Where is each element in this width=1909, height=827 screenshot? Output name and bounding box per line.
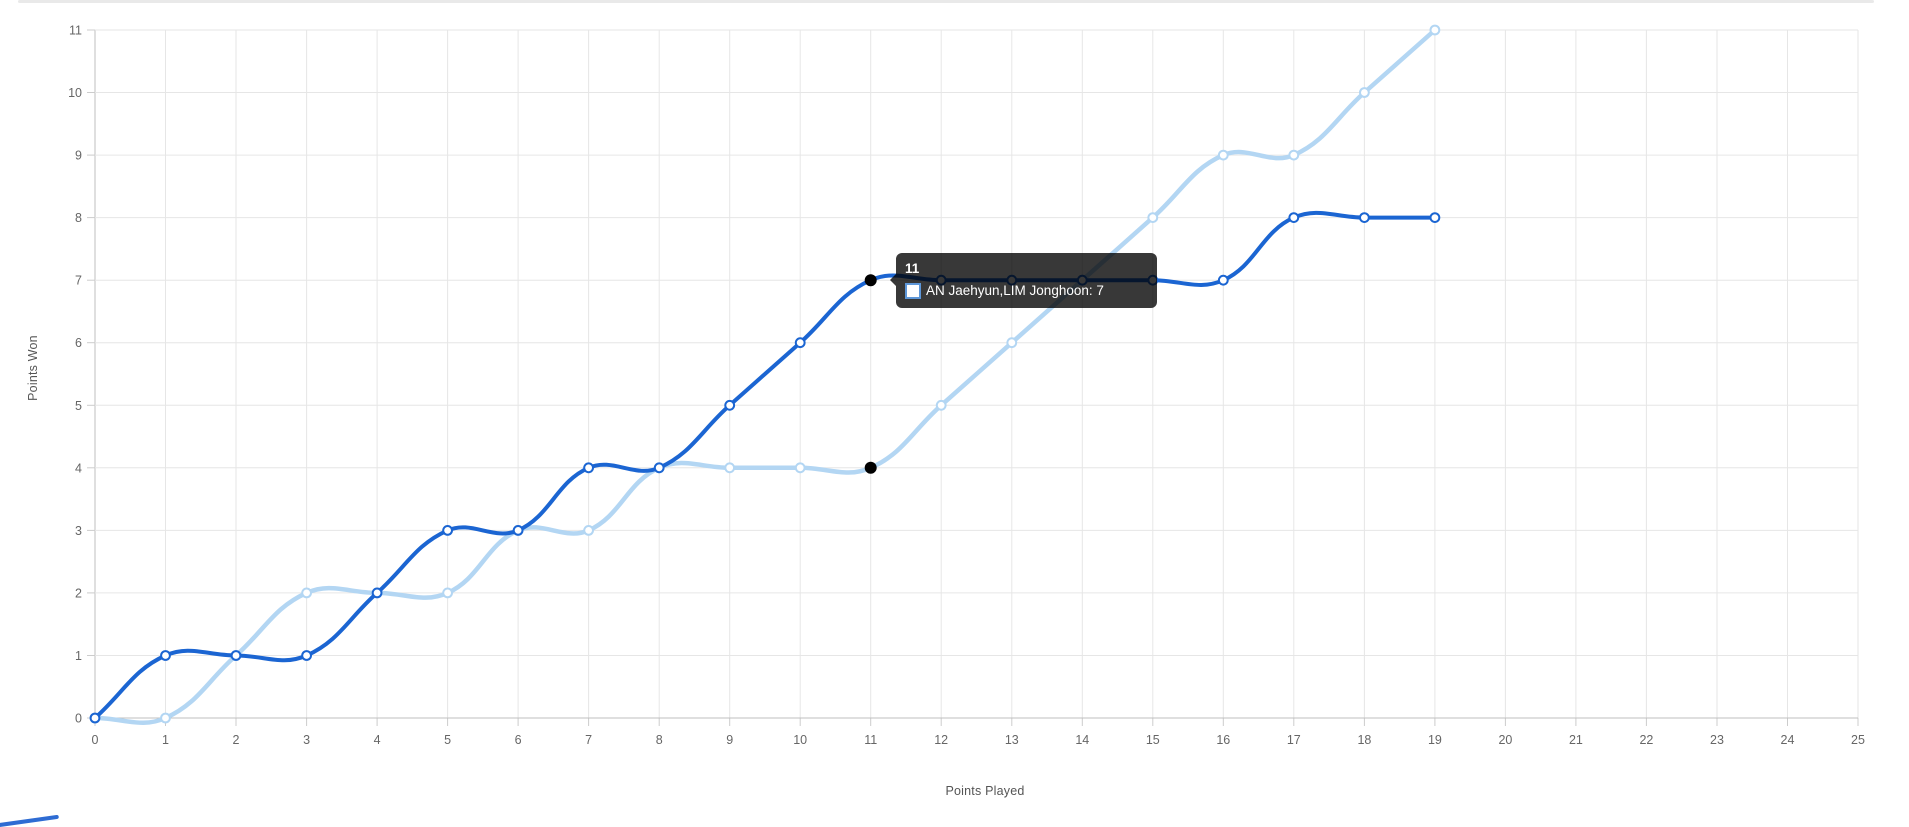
- data-point[interactable]: [583, 462, 594, 474]
- data-point[interactable]: [1359, 87, 1370, 98]
- data-point[interactable]: [1359, 212, 1370, 224]
- data-point[interactable]: [442, 525, 454, 536]
- x-tick-label: 11: [864, 733, 877, 747]
- data-point[interactable]: [1288, 212, 1300, 224]
- x-tick-label: 20: [1498, 733, 1512, 747]
- x-tick-label: 1: [162, 733, 169, 747]
- data-point[interactable]: [724, 399, 736, 411]
- y-tick-label: 10: [68, 86, 82, 100]
- y-tick-label: 0: [75, 712, 82, 726]
- data-point[interactable]: [1217, 274, 1229, 286]
- x-tick-label: 17: [1287, 733, 1301, 747]
- y-tick-label: 6: [75, 336, 82, 350]
- x-tick-label: 16: [1216, 733, 1230, 747]
- hovered-data-point[interactable]: [864, 274, 877, 287]
- x-tick-label: 4: [374, 733, 381, 747]
- y-tick-label: 9: [75, 149, 82, 163]
- y-tick-label: 1: [75, 649, 82, 663]
- x-tick-label: 25: [1851, 733, 1865, 747]
- y-tick-label: 2: [75, 586, 82, 600]
- y-tick-label: 7: [75, 274, 82, 288]
- data-point[interactable]: [583, 525, 594, 536]
- data-point[interactable]: [371, 587, 383, 599]
- tooltip-row: AN Jaehyun,LIM Jonghoon: 7: [905, 283, 1145, 300]
- chart-tooltip: 11 AN Jaehyun,LIM Jonghoon: 7: [890, 253, 1157, 309]
- x-tick-label: 6: [515, 733, 522, 747]
- x-tick-label: 23: [1710, 733, 1724, 747]
- data-point[interactable]: [653, 462, 665, 474]
- card-top-border: [18, 0, 1874, 3]
- tooltip-title: 11: [905, 261, 920, 276]
- hovered-data-point[interactable]: [864, 461, 877, 474]
- data-point[interactable]: [89, 712, 101, 724]
- x-tick-label: 10: [793, 733, 807, 747]
- tooltip-row-text: AN Jaehyun,LIM Jonghoon: 7: [926, 283, 1104, 299]
- x-tick-label: 2: [233, 733, 240, 747]
- data-point[interactable]: [301, 650, 313, 661]
- data-point[interactable]: [935, 399, 947, 411]
- data-point[interactable]: [512, 525, 524, 536]
- x-tick-label: 3: [303, 733, 310, 747]
- data-point[interactable]: [794, 462, 806, 474]
- series-color-swatch-icon: [905, 283, 921, 300]
- y-tick-label: 5: [75, 399, 82, 413]
- data-point[interactable]: [1429, 24, 1441, 36]
- x-tick-label: 13: [1005, 733, 1019, 747]
- x-tick-label: 18: [1357, 733, 1371, 747]
- data-point[interactable]: [724, 462, 736, 474]
- x-tick-label: 24: [1781, 733, 1795, 747]
- series-line-dark: [93, 210, 1437, 720]
- x-tick-label: 21: [1569, 733, 1583, 747]
- x-tick-label: 14: [1075, 733, 1089, 747]
- data-point[interactable]: [794, 337, 806, 349]
- data-point[interactable]: [442, 587, 454, 599]
- x-tick-label: 12: [934, 733, 948, 747]
- x-tick-label: 19: [1428, 733, 1442, 747]
- data-point[interactable]: [1288, 149, 1300, 161]
- data-point[interactable]: [160, 650, 171, 661]
- x-tick-label: 15: [1146, 733, 1160, 747]
- x-tick-label: 7: [585, 733, 592, 747]
- data-point[interactable]: [160, 712, 171, 724]
- x-tick-label: 5: [444, 733, 451, 747]
- data-point[interactable]: [1217, 149, 1229, 161]
- y-axis-title: Points Won: [26, 335, 40, 401]
- y-tick-label: 11: [69, 24, 82, 38]
- data-point[interactable]: [1429, 212, 1441, 224]
- y-tick-label: 4: [75, 461, 82, 475]
- data-point[interactable]: [230, 650, 242, 661]
- x-tick-label: 9: [726, 733, 733, 747]
- x-axis-title: Points Played: [945, 784, 1025, 798]
- x-tick-label: 0: [92, 733, 99, 747]
- y-tick-label: 8: [75, 211, 82, 225]
- y-tick-label: 3: [75, 524, 82, 538]
- data-point[interactable]: [1147, 212, 1159, 224]
- data-point[interactable]: [301, 587, 313, 599]
- x-tick-label: 8: [656, 733, 663, 747]
- x-tick-label: 22: [1639, 733, 1653, 747]
- data-point[interactable]: [1006, 337, 1018, 349]
